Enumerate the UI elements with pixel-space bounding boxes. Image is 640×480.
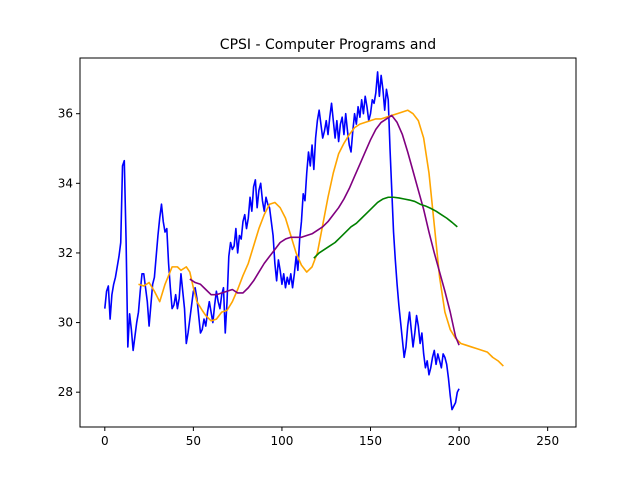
y-tick-label: 32 xyxy=(58,246,73,260)
series-line-1 xyxy=(104,71,460,411)
y-axis: 28 30 32 34 36 xyxy=(58,107,80,399)
series-line-3 xyxy=(189,114,460,346)
x-axis: 0 50 100 150 200 250 xyxy=(101,427,559,448)
x-tick-label: 0 xyxy=(101,434,109,448)
y-tick-label: 30 xyxy=(58,316,73,330)
x-tick-label: 250 xyxy=(536,434,559,448)
x-tick-label: 200 xyxy=(448,434,471,448)
series-line-2 xyxy=(138,109,504,367)
chart-title: CPSI - Computer Programs and xyxy=(220,37,436,53)
y-tick-label: 28 xyxy=(58,385,73,399)
x-tick-label: 150 xyxy=(359,434,382,448)
y-tick-label: 34 xyxy=(58,176,73,190)
series-line-4 xyxy=(313,196,458,259)
plot-frame xyxy=(79,57,577,428)
x-tick-label: 50 xyxy=(186,434,201,448)
plot-area xyxy=(104,71,504,411)
x-tick-label: 100 xyxy=(270,434,293,448)
y-tick-label: 36 xyxy=(58,107,73,121)
